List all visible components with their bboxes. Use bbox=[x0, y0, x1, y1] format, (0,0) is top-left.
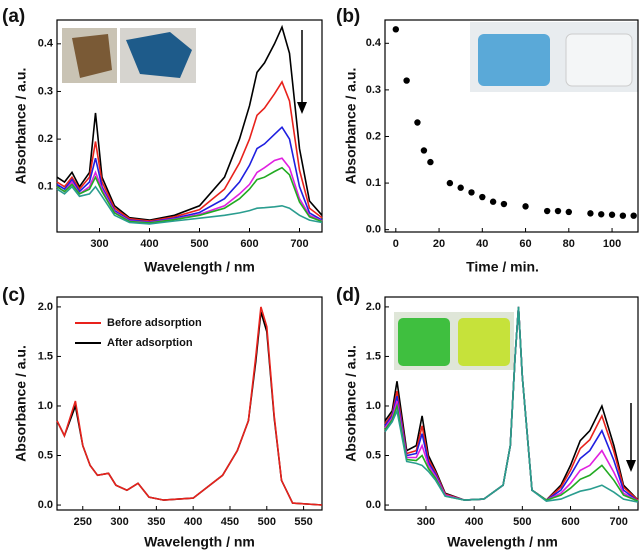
photo-inset bbox=[566, 34, 632, 86]
trend-arrow bbox=[297, 102, 307, 114]
panel-label: (a) bbox=[2, 6, 25, 27]
x-tick-label: 300 bbox=[110, 516, 128, 528]
data-point bbox=[522, 203, 528, 209]
y-tick-label: 0.2 bbox=[366, 130, 381, 142]
x-axis-title: Wavelength / nm bbox=[447, 534, 558, 550]
y-tick-label: 0.1 bbox=[38, 181, 53, 193]
y-tick-label: 0.4 bbox=[366, 37, 382, 49]
x-tick-label: 450 bbox=[221, 516, 239, 528]
x-tick-label: 60 bbox=[519, 238, 531, 250]
y-tick-label: 2.0 bbox=[38, 301, 53, 313]
legend-label: Before adsorption bbox=[107, 317, 202, 329]
x-tick-label: 600 bbox=[240, 238, 258, 250]
panel-label: (d) bbox=[336, 285, 360, 306]
data-point bbox=[544, 208, 550, 214]
x-tick-label: 100 bbox=[603, 238, 621, 250]
data-point bbox=[490, 199, 496, 205]
data-point bbox=[501, 201, 507, 207]
x-tick-label: 400 bbox=[465, 516, 483, 528]
y-tick-label: 2.0 bbox=[366, 301, 381, 313]
x-tick-label: 250 bbox=[74, 516, 92, 528]
x-tick-label: 600 bbox=[561, 516, 579, 528]
y-tick-label: 1.0 bbox=[38, 400, 53, 412]
x-tick-label: 700 bbox=[290, 238, 308, 250]
x-tick-label: 500 bbox=[190, 238, 208, 250]
data-point bbox=[421, 147, 427, 153]
y-tick-label: 0.2 bbox=[38, 133, 53, 145]
y-tick-label: 0.5 bbox=[38, 449, 53, 461]
x-tick-label: 20 bbox=[433, 238, 445, 250]
data-point bbox=[414, 119, 420, 125]
y-tick-label: 0.0 bbox=[38, 499, 53, 511]
x-tick-label: 700 bbox=[610, 516, 628, 528]
x-tick-label: 40 bbox=[476, 238, 488, 250]
y-axis-title: Absorbance / a.u. bbox=[343, 68, 359, 185]
x-axis-title: Wavelength / nm bbox=[144, 259, 255, 275]
panel-label: (b) bbox=[336, 6, 360, 27]
plot-frame bbox=[57, 297, 322, 510]
x-tick-label: 80 bbox=[563, 238, 575, 250]
data-point bbox=[457, 185, 463, 191]
x-axis-title: Time / min. bbox=[466, 259, 539, 275]
data-point bbox=[598, 211, 604, 217]
data-point bbox=[555, 208, 561, 214]
x-tick-label: 550 bbox=[294, 516, 312, 528]
data-point bbox=[479, 194, 485, 200]
x-tick-label: 400 bbox=[184, 516, 202, 528]
photo-inset bbox=[398, 318, 450, 366]
data-point bbox=[447, 180, 453, 186]
legend-label: After adsorption bbox=[107, 337, 193, 349]
y-tick-label: 0.1 bbox=[366, 177, 381, 189]
data-point bbox=[427, 159, 433, 165]
x-tick-label: 300 bbox=[417, 516, 435, 528]
photo-inset bbox=[478, 34, 550, 86]
x-tick-label: 500 bbox=[513, 516, 531, 528]
y-tick-label: 1.5 bbox=[366, 350, 381, 362]
photo-inset bbox=[458, 318, 510, 366]
x-tick-label: 400 bbox=[140, 238, 158, 250]
x-tick-label: 0 bbox=[393, 238, 399, 250]
data-point bbox=[620, 212, 626, 218]
data-point bbox=[468, 189, 474, 195]
data-point bbox=[609, 212, 615, 218]
y-tick-label: 0.0 bbox=[366, 224, 381, 236]
y-tick-label: 0.3 bbox=[38, 85, 53, 97]
data-point bbox=[393, 26, 399, 32]
x-tick-label: 500 bbox=[258, 516, 276, 528]
y-axis-title: Absorbance / a.u. bbox=[13, 345, 29, 462]
y-axis-title: Absorbance / a.u. bbox=[13, 68, 29, 185]
x-axis-title: Wavelength / nm bbox=[144, 534, 255, 550]
y-tick-label: 0.5 bbox=[366, 449, 381, 461]
y-axis-title: Absorbance / a.u. bbox=[343, 345, 359, 462]
trend-arrow bbox=[626, 460, 636, 472]
x-tick-label: 350 bbox=[147, 516, 165, 528]
panel-label: (c) bbox=[2, 285, 25, 306]
spectrum-line bbox=[57, 82, 322, 221]
data-point bbox=[630, 212, 636, 218]
y-tick-label: 1.5 bbox=[38, 350, 53, 362]
y-tick-label: 0.3 bbox=[366, 84, 381, 96]
spectrum-line bbox=[57, 187, 322, 224]
y-tick-label: 0.4 bbox=[38, 38, 54, 50]
data-point bbox=[566, 209, 572, 215]
figure: (a) Wavelength / nm Absorbance / a.u. 300 40… bbox=[0, 0, 639, 551]
y-tick-label: 1.0 bbox=[366, 400, 381, 412]
x-tick-label: 300 bbox=[90, 238, 108, 250]
data-point bbox=[403, 77, 409, 83]
data-point bbox=[587, 210, 593, 216]
y-tick-label: 0.0 bbox=[366, 499, 381, 511]
